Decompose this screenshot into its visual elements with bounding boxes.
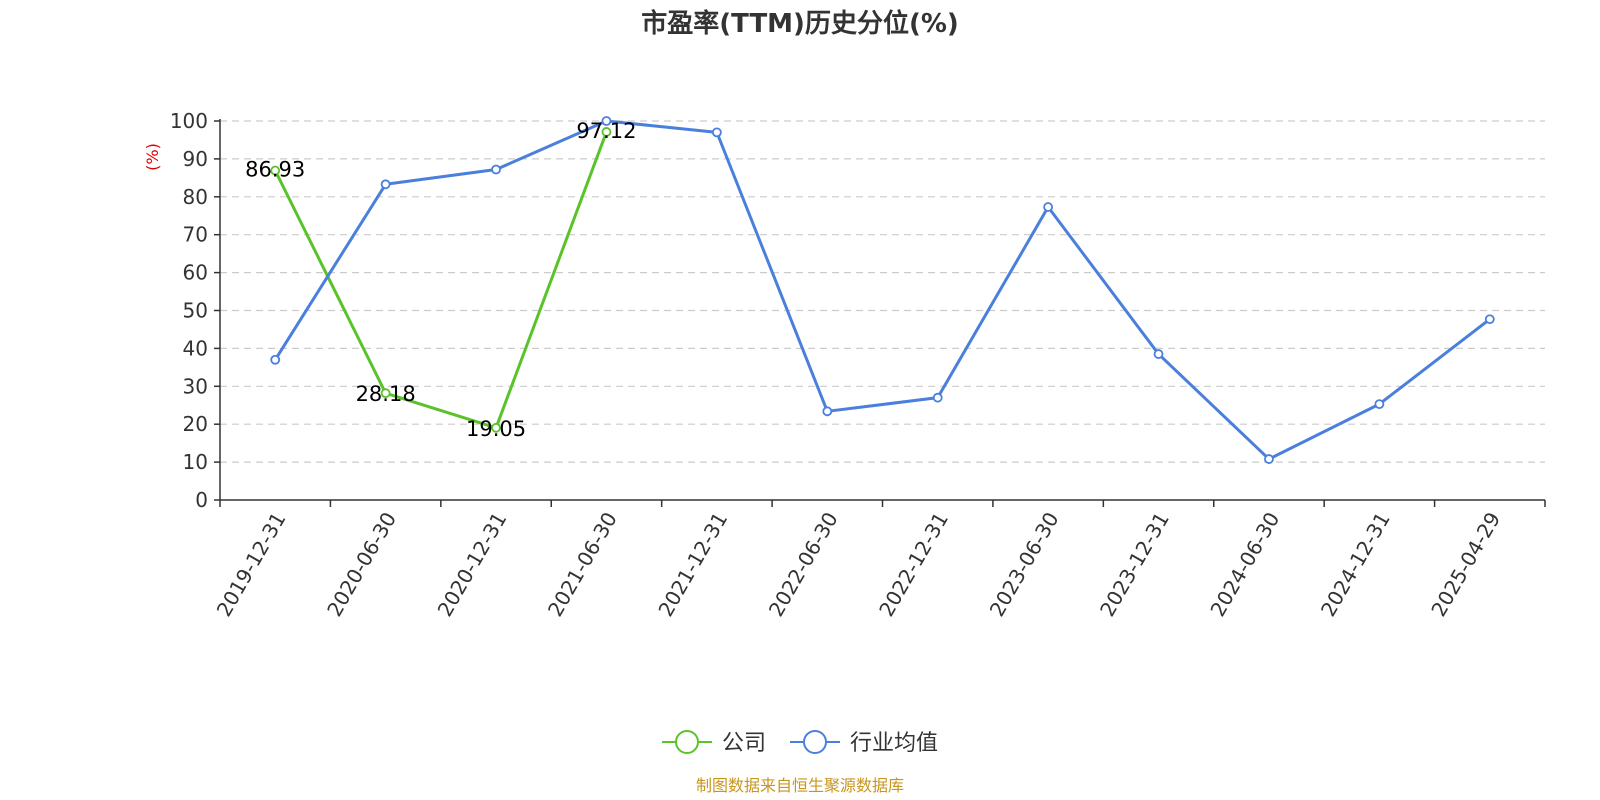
data-label: 19.05 — [466, 417, 526, 441]
x-tick-label: 2021-12-31 — [653, 508, 732, 621]
data-source-note: 制图数据来自恒生聚源数据库 — [695, 776, 904, 795]
y-tick-label: 60 — [183, 261, 208, 285]
data-point[interactable] — [601, 116, 612, 126]
data-point[interactable] — [1153, 349, 1164, 359]
data-point[interactable] — [1374, 399, 1385, 410]
data-point[interactable] — [1043, 202, 1054, 212]
x-tick-label: 2022-12-31 — [874, 508, 953, 621]
data-point[interactable] — [491, 164, 501, 175]
y-axis-label: (%) — [143, 143, 162, 171]
data-labels: 86.93 28.18 19.05 97.12 — [245, 119, 636, 441]
x-tick-label: 2021-06-30 — [543, 508, 622, 621]
y-tick-label: 70 — [183, 223, 208, 247]
data-point[interactable] — [380, 179, 391, 190]
legend-marker — [675, 730, 699, 754]
legend: 公司 行业均值 — [662, 730, 938, 756]
data-label: 28.18 — [356, 382, 416, 406]
series-line — [273, 131, 608, 430]
x-tick-label: 2020-06-30 — [322, 508, 401, 621]
y-tick-label: 30 — [183, 374, 208, 398]
series — [270, 116, 1495, 464]
y-tick-label: 50 — [183, 299, 208, 323]
x-tick-label: 2023-06-30 — [985, 508, 1064, 621]
x-tick-label: 2025-04-29 — [1426, 508, 1505, 621]
legend-label: 公司 — [722, 731, 766, 756]
y-tick-label: 80 — [183, 185, 208, 209]
data-point[interactable] — [932, 392, 943, 403]
y-tick-label: 10 — [183, 450, 208, 474]
data-point[interactable] — [491, 422, 501, 433]
y-tick-label: 90 — [183, 147, 208, 171]
data-label: 97.12 — [576, 119, 636, 143]
data-point[interactable] — [1264, 454, 1274, 464]
axes: 0 10 20 30 40 50 60 70 80 90 100 2019-12-31 2020-06-… — [170, 109, 1546, 621]
y-tick-label: 0 — [195, 488, 208, 512]
y-tick-label: 100 — [170, 109, 208, 133]
data-point[interactable] — [1484, 314, 1495, 325]
y-tick-label: 20 — [183, 412, 208, 436]
data-point[interactable] — [711, 127, 722, 138]
data-point[interactable] — [380, 388, 391, 399]
legend-item-industry[interactable]: 行业均值 — [790, 730, 938, 756]
data-point[interactable] — [270, 354, 281, 365]
y-tick-label: 40 — [183, 336, 208, 360]
x-tick-label: 2022-06-30 — [764, 508, 843, 621]
series-industry — [270, 116, 1495, 464]
data-label: 86.93 — [245, 158, 305, 182]
chart-title: 市盈率(TTM)历史分位(%) — [641, 9, 959, 39]
data-point[interactable] — [601, 127, 612, 137]
legend-item-company[interactable]: 公司 — [662, 730, 766, 756]
x-tick-label: 2020-12-31 — [433, 508, 512, 621]
x-tick-label: 2024-12-31 — [1316, 508, 1395, 621]
data-point[interactable] — [822, 406, 833, 417]
legend-label: 行业均值 — [850, 731, 938, 756]
x-tick-label: 2019-12-31 — [212, 508, 291, 621]
series-company — [270, 127, 612, 433]
x-tick-label: 2024-06-30 — [1205, 508, 1284, 621]
grid-lines — [220, 120, 1545, 463]
data-point[interactable] — [270, 165, 281, 176]
series-line — [273, 119, 1491, 461]
legend-marker — [803, 730, 827, 754]
x-tick-label: 2023-12-31 — [1095, 508, 1174, 621]
